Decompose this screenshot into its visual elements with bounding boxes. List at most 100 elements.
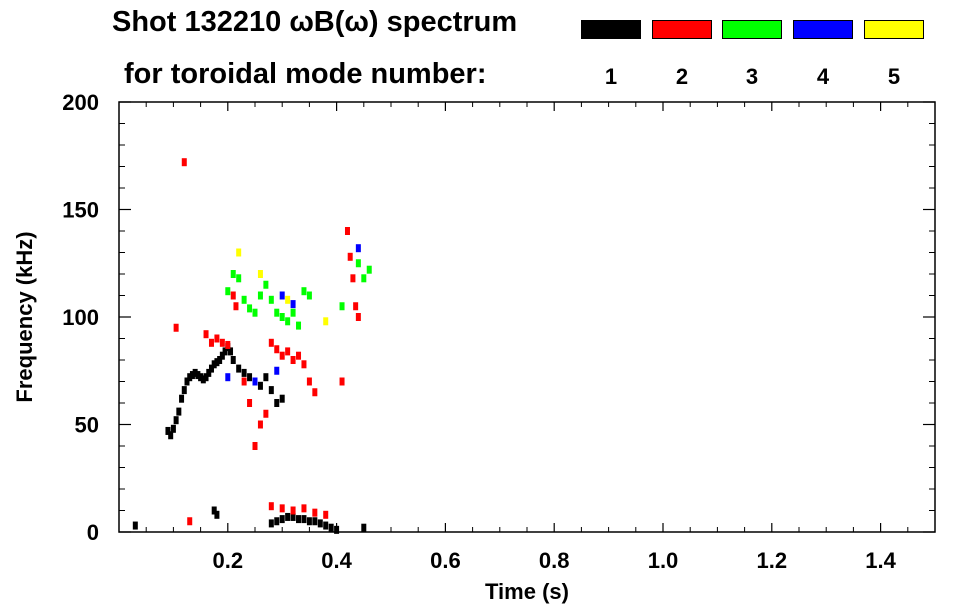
data-point-mode-1 <box>179 394 185 403</box>
data-point-mode-1 <box>176 407 182 416</box>
data-point-mode-1 <box>306 517 312 526</box>
axis-ticks: 0.2 0.4 0.6 0.8 1.0 1.2 1.4 0 50 100 150 200 <box>62 90 935 573</box>
data-point-mode-1 <box>203 373 209 382</box>
data-point-mode-2 <box>279 504 285 513</box>
data-point-mode-2 <box>279 351 285 360</box>
data-point-mode-1 <box>173 416 179 425</box>
data-point-mode-1 <box>312 517 318 526</box>
data-point-mode-1 <box>206 368 212 377</box>
data-point-mode-1 <box>361 523 367 532</box>
data-point-mode-1 <box>317 519 323 528</box>
data-point-mode-2 <box>247 399 253 407</box>
data-point-mode-2 <box>353 302 359 311</box>
data-point-mode-3 <box>361 274 367 283</box>
data-point-mode-2 <box>350 274 356 283</box>
data-point-mode-2 <box>323 510 329 519</box>
data-point-mode-2 <box>344 227 350 235</box>
data-point-mode-1 <box>189 371 195 380</box>
data-point-mode-2 <box>219 338 225 347</box>
data-point-mode-1 <box>211 506 217 515</box>
legend-label-5: 5 <box>887 64 901 89</box>
legend-swatch-2 <box>652 20 712 39</box>
data-point-mode-3 <box>268 295 274 304</box>
data-point-mode-1 <box>222 347 228 356</box>
data-point-mode-1 <box>279 394 285 403</box>
data-point-mode-2 <box>268 338 274 347</box>
data-point-mode-1 <box>168 431 174 440</box>
data-point-mode-3 <box>257 291 263 300</box>
data-point-mode-2 <box>173 323 179 332</box>
data-point-mode-1 <box>165 426 171 435</box>
data-point-mode-1 <box>328 523 334 532</box>
data-point-mode-1 <box>170 424 176 433</box>
data-point-mode-5 <box>236 248 242 257</box>
data-point-mode-2 <box>296 351 302 360</box>
data-point-mode-1 <box>187 373 193 382</box>
data-point-mode-1 <box>184 377 190 386</box>
data-point-mode-1 <box>192 368 198 377</box>
data-point-mode-1 <box>241 368 247 377</box>
data-point-mode-3 <box>306 291 312 300</box>
data-point-mode-1 <box>219 351 225 360</box>
data-point-mode-5 <box>257 270 263 278</box>
data-point-mode-1 <box>323 521 329 530</box>
data-point-mode-4 <box>225 373 231 382</box>
data-point-mode-3 <box>225 287 231 296</box>
legend-swatch-1 <box>581 20 641 39</box>
legend-swatch-5 <box>864 20 924 39</box>
data-layer <box>132 158 372 534</box>
data-point-mode-1 <box>290 512 296 521</box>
data-point-mode-3 <box>236 274 242 283</box>
x-tick-label: 1.0 <box>648 548 679 573</box>
data-point-mode-2 <box>257 420 263 429</box>
y-tick-label: 100 <box>62 305 99 330</box>
y-axis-label: Frequency (kHz) <box>12 231 37 402</box>
legend-label-1: 1 <box>604 64 618 89</box>
data-point-mode-2 <box>181 158 187 167</box>
x-axis-label: Time (s) <box>485 579 569 604</box>
data-point-mode-1 <box>211 360 217 369</box>
y-tick-label: 200 <box>62 90 99 115</box>
chart-subtitle: for toroidal mode number: <box>124 58 487 90</box>
data-point-mode-2 <box>301 360 307 369</box>
data-point-mode-1 <box>334 525 340 534</box>
x-tick-label: 1.4 <box>865 548 896 573</box>
data-point-mode-3 <box>247 304 253 313</box>
data-point-mode-3 <box>301 287 307 296</box>
data-point-mode-3 <box>252 308 258 317</box>
data-point-mode-2 <box>241 377 247 386</box>
data-point-mode-2 <box>306 377 312 386</box>
data-point-mode-2 <box>347 252 353 261</box>
data-point-mode-3 <box>279 313 285 321</box>
data-point-mode-1 <box>268 386 274 395</box>
data-point-mode-2 <box>187 517 193 526</box>
data-point-mode-1 <box>247 373 253 382</box>
x-tick-label: 0.6 <box>430 548 461 573</box>
x-tick-label: 0.2 <box>213 548 244 573</box>
data-point-mode-4 <box>355 244 361 253</box>
legend-label-3: 3 <box>745 64 759 89</box>
data-point-mode-3 <box>230 270 236 278</box>
data-point-mode-1 <box>214 510 220 519</box>
data-point-mode-1 <box>230 356 236 364</box>
data-point-mode-2 <box>285 347 291 356</box>
data-point-mode-1 <box>263 373 269 382</box>
data-point-mode-3 <box>274 308 280 317</box>
data-point-mode-2 <box>274 345 280 354</box>
y-tick-label: 0 <box>87 520 99 545</box>
data-point-mode-2 <box>225 340 231 349</box>
data-point-mode-1 <box>236 364 242 373</box>
legend-swatch-4 <box>793 20 853 39</box>
plot-frame <box>118 101 936 533</box>
data-point-mode-4 <box>279 291 285 300</box>
x-tick-label: 0.4 <box>321 548 352 573</box>
data-point-mode-4 <box>274 366 280 375</box>
data-point-mode-1 <box>198 373 204 382</box>
data-point-mode-1 <box>268 519 274 528</box>
data-point-mode-2 <box>301 504 307 513</box>
x-tick-label: 1.2 <box>757 548 788 573</box>
data-point-mode-5 <box>323 317 329 326</box>
data-point-mode-1 <box>285 512 291 521</box>
data-point-mode-1 <box>301 515 307 524</box>
data-point-mode-2 <box>290 356 296 364</box>
